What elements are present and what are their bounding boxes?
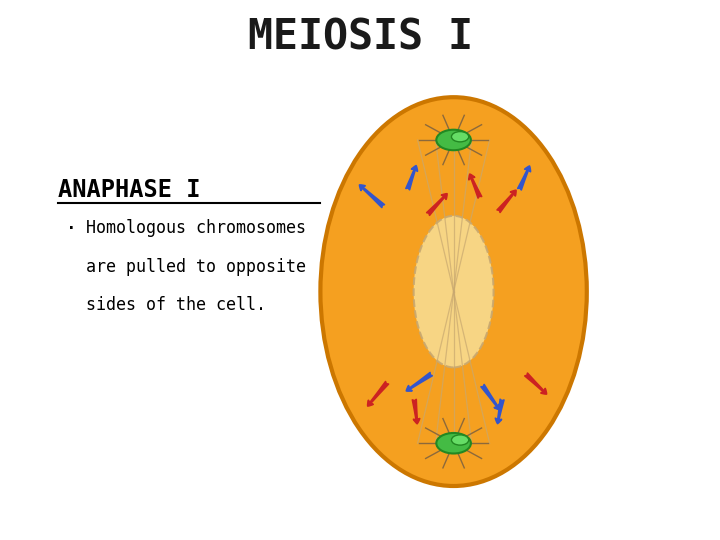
Ellipse shape bbox=[414, 216, 494, 367]
Ellipse shape bbox=[436, 130, 471, 150]
Text: ANAPHASE I: ANAPHASE I bbox=[58, 178, 200, 202]
Ellipse shape bbox=[451, 132, 469, 142]
Text: are pulled to opposite: are pulled to opposite bbox=[86, 258, 307, 275]
Ellipse shape bbox=[436, 433, 471, 454]
Text: Homologous chromosomes: Homologous chromosomes bbox=[86, 219, 307, 237]
Text: sides of the cell.: sides of the cell. bbox=[86, 296, 266, 314]
Text: MEIOSIS I: MEIOSIS I bbox=[248, 16, 472, 58]
Ellipse shape bbox=[320, 97, 587, 486]
Text: ·: · bbox=[65, 219, 78, 239]
Ellipse shape bbox=[451, 435, 469, 445]
